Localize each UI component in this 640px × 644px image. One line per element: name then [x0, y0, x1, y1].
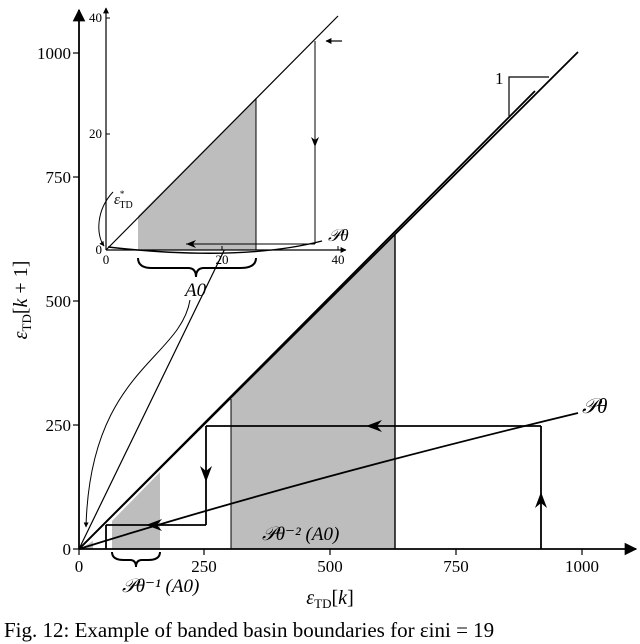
- x-tick-label-500: 500: [317, 557, 343, 576]
- main-x-axis-label: εTD[k]: [306, 587, 353, 611]
- inset-y-tick-label-20: 20: [89, 126, 102, 141]
- fixed-point-pointer: [98, 191, 114, 247]
- basin-pointer-arrow: [83, 299, 191, 528]
- slope-triangle: [508, 76, 549, 116]
- x-tick-label-750: 750: [443, 557, 469, 576]
- preimage-2-label: 𝒫θ⁻² (A0): [262, 524, 339, 545]
- main-y-axis-label: εTD[k + 1]: [10, 261, 34, 340]
- basin-brace: [137, 257, 257, 278]
- slope-label: 1: [495, 69, 504, 88]
- inset-y-tick-label-0: 0: [96, 242, 103, 257]
- inset-x-tick-label-20: 20: [216, 252, 229, 267]
- y-tick-label-750: 750: [46, 168, 72, 187]
- preimage-2-region: [231, 235, 395, 549]
- preimage-1-label: 𝒫θ⁻¹ (A0): [122, 576, 199, 597]
- inset-x-tick-label-40: 40: [332, 252, 345, 267]
- arrowhead-down: [200, 466, 212, 482]
- arrowhead-left-2: [146, 519, 162, 531]
- basin-label: A0: [183, 280, 207, 301]
- inset-arrowhead-down: [311, 137, 319, 147]
- y-tick-label-1000: 1000: [37, 44, 71, 63]
- inset-plot: 0 20 40 0 20 40 ε* TD 𝒫θ: [89, 7, 349, 267]
- preimage-1-brace: [111, 551, 161, 568]
- figure-canvas: 0 250 500 750 1000 0 250 500 750 1000 εT…: [10, 7, 638, 611]
- slope-line: [78, 51, 579, 550]
- inset-x-tick-label-0: 0: [103, 252, 110, 267]
- inset-identity-line: [105, 15, 339, 251]
- main-y-ticks: [73, 52, 79, 550]
- main-x-ticks: [78, 549, 583, 555]
- map-curve: [78, 412, 579, 550]
- inset-map-curve: [107, 240, 323, 254]
- y-tick-label-250: 250: [46, 416, 72, 435]
- cobweb-arrowheads: [146, 420, 547, 531]
- y-tick-label-0: 0: [63, 540, 72, 559]
- figure-caption: Fig. 12: Example of banded basin boundar…: [4, 618, 495, 642]
- inset-y-tick-label-40: 40: [89, 10, 102, 25]
- basin-region-a0: [79, 541, 93, 549]
- y-tick-label-500: 500: [46, 292, 72, 311]
- arrowhead-left: [366, 420, 382, 432]
- x-tick-label-250: 250: [191, 557, 217, 576]
- inset-arrowhead-left: [186, 240, 196, 248]
- preimage-1-region: [112, 472, 160, 549]
- inset-map-label: 𝒫θ: [328, 226, 349, 245]
- x-tick-label-0: 0: [75, 557, 84, 576]
- arrowhead-up: [535, 492, 547, 508]
- map-label: 𝒫θ: [582, 394, 607, 418]
- x-tick-label-1000: 1000: [565, 557, 599, 576]
- inset-basin-region: [138, 98, 256, 250]
